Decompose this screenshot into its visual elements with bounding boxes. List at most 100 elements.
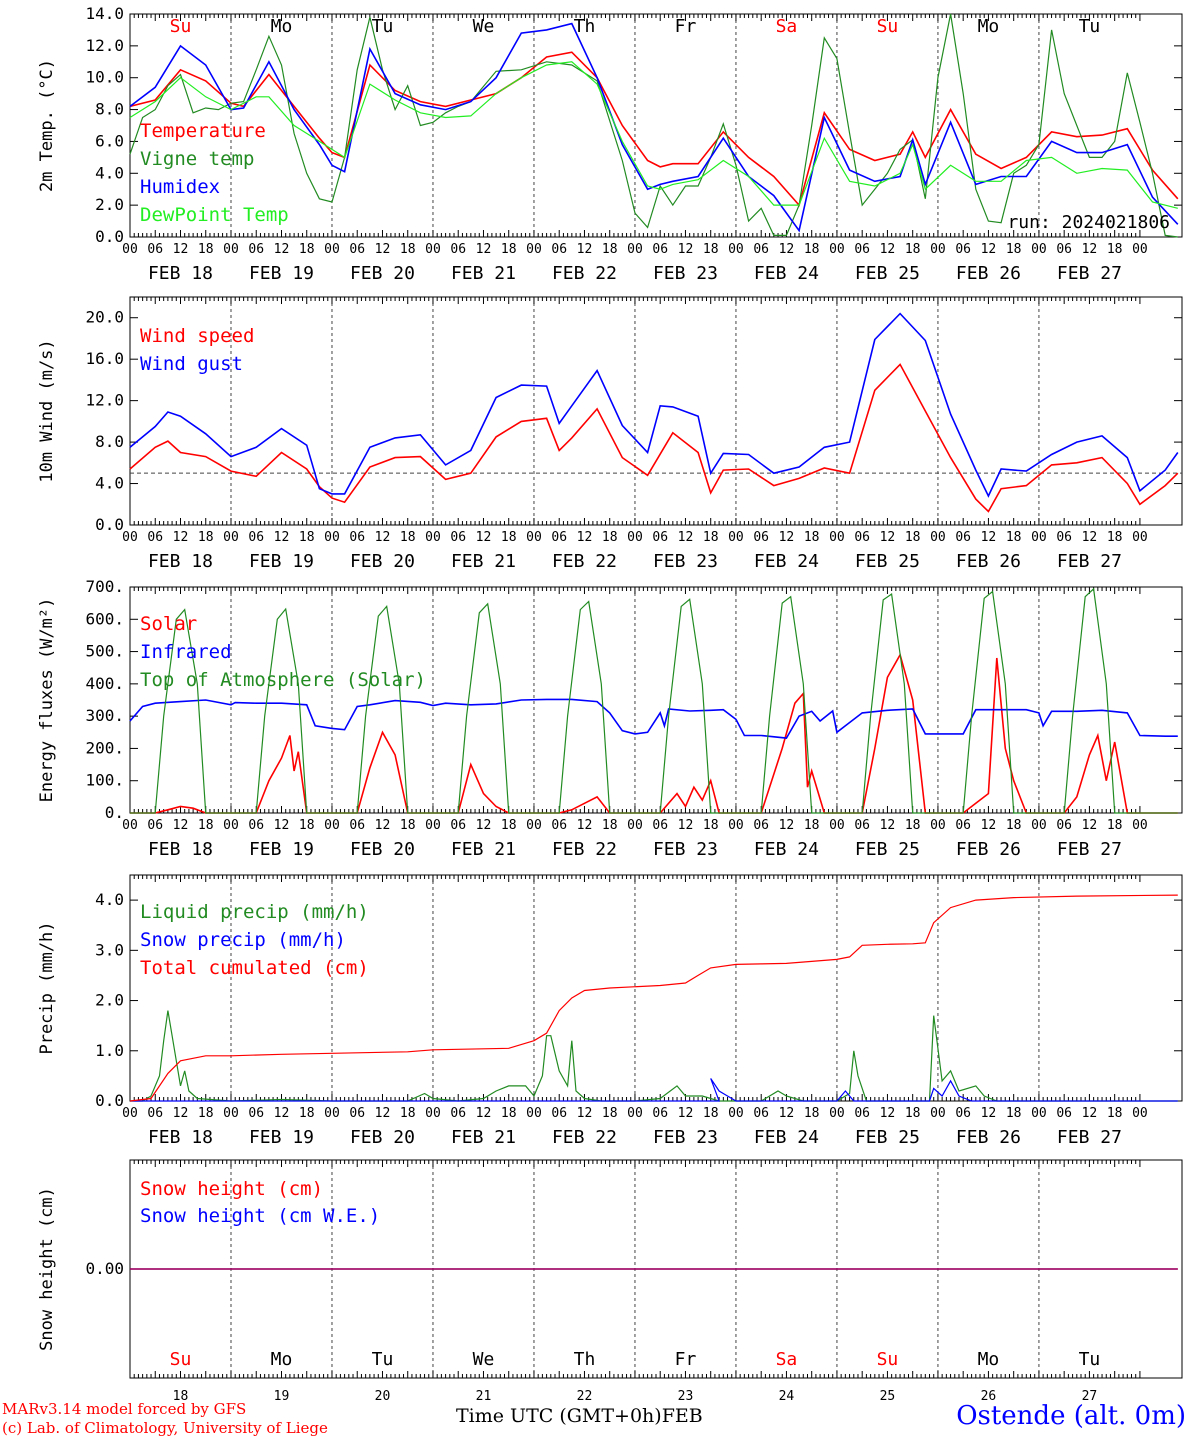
x-hour-label: 12 [880,242,896,257]
x-hour-label: 12 [779,1106,795,1121]
day-number-label: 19 [274,1389,290,1404]
x-date-label: FEB 21 [451,551,516,572]
legend-entry: Wind gust [140,353,243,375]
y-axis-title: 10m Wind (m/s) [37,339,57,482]
x-date-label: FEB 24 [754,839,819,860]
y-tick-label: 3.0 [95,940,124,959]
weekday-label: Th [574,1349,596,1370]
y-tick-label: 8.0 [95,100,124,119]
x-hour-label: 06 [753,530,769,545]
x-date-label: FEB 19 [249,263,314,284]
x-hour-label: 00 [223,530,239,545]
series-line [130,652,1178,814]
x-hour-label: 12 [1082,1106,1098,1121]
x-hour-label: 06 [551,242,567,257]
x-date-label: FEB 19 [249,551,314,572]
series-line [130,1010,1178,1102]
weekday-label: Su [877,1349,899,1370]
x-hour-label: 06 [1056,818,1072,833]
x-hour-label: 06 [147,530,163,545]
x-hour-label: 00 [627,530,643,545]
x-date-label: FEB 22 [552,839,617,860]
x-hour-label: 18 [1107,530,1123,545]
x-hour-label: 00 [122,530,138,545]
x-hour-label: 00 [425,1106,441,1121]
series-line [129,363,1179,513]
weekday-label: Mo [271,1349,293,1370]
x-hour-label: 06 [551,818,567,833]
series-line [130,1078,1178,1102]
weekday-label: Su [170,16,192,37]
series-line [129,61,1178,209]
x-hour-label: 18 [501,1106,517,1121]
panel-1: 0.0 2.0 4.0 6.0 8.0 10.0 12.0 14.0 2m Temp. (°C)… [37,4,1183,284]
x-hour-label: 06 [753,242,769,257]
weekday-label: Sa [776,16,798,37]
x-hour-label: 06 [854,818,870,833]
y-tick-label: 12.0 [85,391,124,410]
x-hour-label: 18 [198,818,214,833]
x-hour-label: 18 [703,530,719,545]
x-hour-label: 18 [602,1106,618,1121]
x-date-label: FEB 23 [653,839,718,860]
day-number-label: 27 [1082,1389,1098,1404]
weekday-label: Tu [372,1349,394,1370]
x-date-label: FEB 26 [956,839,1021,860]
x-hour-label: 12 [577,1106,593,1121]
x-hour-label: 06 [450,530,466,545]
x-hour-label: 12 [173,1106,189,1121]
x-hour-label: 18 [501,818,517,833]
x-hour-label: 18 [501,530,517,545]
x-hour-label: 00 [728,242,744,257]
x-date-label: FEB 19 [249,839,314,860]
x-hour-label: 00 [223,1106,239,1121]
x-hour-label: 12 [375,530,391,545]
model-credit: MARv3.14 model forced by GFS [2,1400,247,1418]
x-date-label: FEB 23 [653,1127,718,1148]
x-hour-label: 18 [905,1106,921,1121]
x-hour-label: 06 [652,242,668,257]
x-hour-label: 06 [450,242,466,257]
x-hour-label: 00 [829,1106,845,1121]
x-date-label: FEB 20 [350,839,415,860]
x-hour-label: 18 [602,818,618,833]
x-hour-label: 06 [753,818,769,833]
legend-entry: Wind speed [140,325,254,347]
x-hour-label: 00 [425,242,441,257]
x-hour-label: 06 [147,242,163,257]
x-hour-label: 18 [905,530,921,545]
x-axis-title-text: Time UTC (GMT+0h) [456,1405,662,1427]
x-hour-label: 06 [450,818,466,833]
x-hour-label: 18 [1107,1106,1123,1121]
y-tick-label: 500. [85,642,124,661]
x-hour-label: 00 [223,242,239,257]
x-hour-label: 12 [274,1106,290,1121]
x-date-label: FEB 18 [148,263,213,284]
x-hour-label: 18 [198,1106,214,1121]
x-hour-label: 12 [981,242,997,257]
x-hour-label: 00 [930,1106,946,1121]
x-hour-label: 18 [400,530,416,545]
x-hour-label: 00 [1031,242,1047,257]
x-hour-label: 18 [1107,818,1123,833]
x-hour-label: 06 [652,530,668,545]
y-tick-label: 1.0 [95,1041,124,1060]
x-hour-label: 00 [1132,1106,1148,1121]
weekday-label: Su [877,16,899,37]
y-tick-label: 10.0 [85,68,124,87]
x-hour-label: 12 [1082,818,1098,833]
x-hour-label: 06 [1056,242,1072,257]
x-date-label: FEB 25 [855,263,920,284]
x-hour-label: 12 [678,818,694,833]
x-hour-label: 00 [223,818,239,833]
x-date-label: FEB 20 [350,263,415,284]
x-hour-label: 12 [981,818,997,833]
x-hour-label: 06 [1056,530,1072,545]
series-line [129,13,1178,238]
series-line [129,312,1179,498]
legend-entry: Snow height (cm) [140,1178,323,1200]
x-date-label: FEB 24 [754,551,819,572]
x-hour-label: 12 [476,1106,492,1121]
x-hour-label: 00 [324,1106,340,1121]
x-hour-label: 00 [1132,242,1148,257]
